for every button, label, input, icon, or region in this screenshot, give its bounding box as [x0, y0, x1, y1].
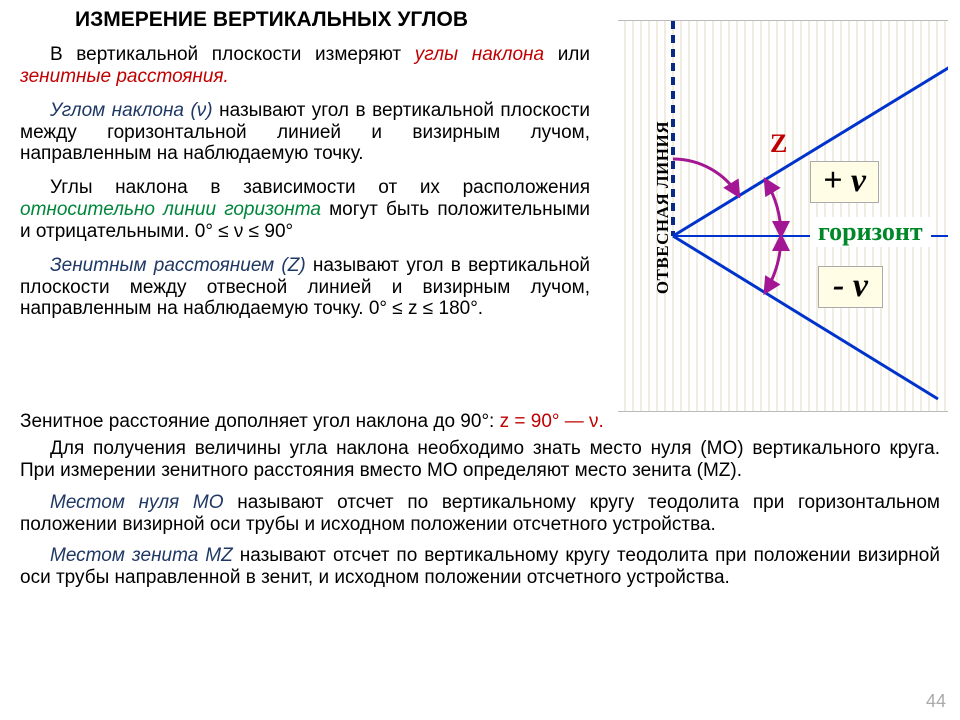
para-2: Углом наклона (ν) называют угол в вертик…: [20, 100, 590, 166]
pos-nu-label: + ν: [810, 161, 879, 203]
para-4: Зенитным расстоянием (Z) называют угол в…: [20, 255, 590, 321]
plumb-line-label: ОТВЕСНАЯ ЛИНИЯ: [653, 121, 673, 294]
para-6: Для получения величины угла наклона необ…: [20, 438, 940, 482]
z-label: Z: [770, 129, 787, 159]
para-3: Углы наклона в зависимости от их располо…: [20, 177, 590, 243]
para-7: Местом нуля МО называют отсчет по вертик…: [20, 492, 940, 536]
para-8: Местом зенита MZ называют отсчет по верт…: [20, 545, 940, 589]
angle-diagram: ОТВЕСНАЯ ЛИНИЯ Z + ν горизонт - ν: [618, 20, 948, 412]
page-number: 44: [926, 691, 946, 712]
para-1: В вертикальной плоскости измеряют углы н…: [20, 44, 590, 88]
lower-block: Для получения величины угла наклона необ…: [20, 438, 940, 599]
horizon-label: горизонт: [810, 217, 931, 247]
text-column: В вертикальной плоскости измеряют углы н…: [20, 44, 590, 332]
neg-nu-label: - ν: [818, 266, 883, 308]
